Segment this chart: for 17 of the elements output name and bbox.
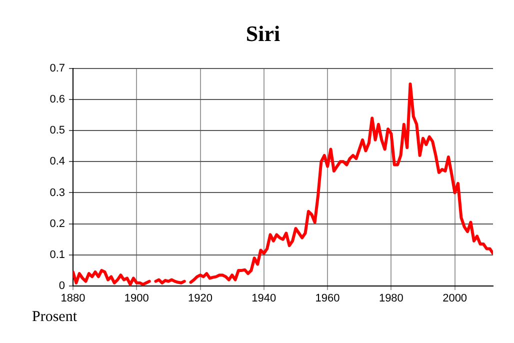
x-tick-label: 1920 (188, 292, 213, 305)
y-tick-label: 0.5 (50, 124, 65, 137)
x-tick-label: 1940 (252, 292, 276, 305)
y-tick-label: 0.1 (50, 248, 65, 261)
chart-title: Siri (246, 20, 280, 46)
x-tick-label: 1960 (315, 292, 340, 305)
y-axis-title: Prosent (32, 309, 77, 326)
y-tick-label: 0.6 (50, 94, 65, 106)
y-tick-label: 0.2 (50, 218, 65, 230)
x-tick-label: 2000 (442, 292, 468, 305)
y-tick-label: 0.7 (50, 62, 65, 74)
x-tick-label: 1900 (124, 292, 149, 305)
y-tick-label: 0 (58, 280, 65, 292)
x-tick-label: 1980 (378, 292, 404, 305)
x-tick-label: 1880 (60, 292, 86, 305)
y-tick-label: 0.4 (50, 156, 65, 168)
y-tick-label: 0.3 (50, 186, 65, 199)
